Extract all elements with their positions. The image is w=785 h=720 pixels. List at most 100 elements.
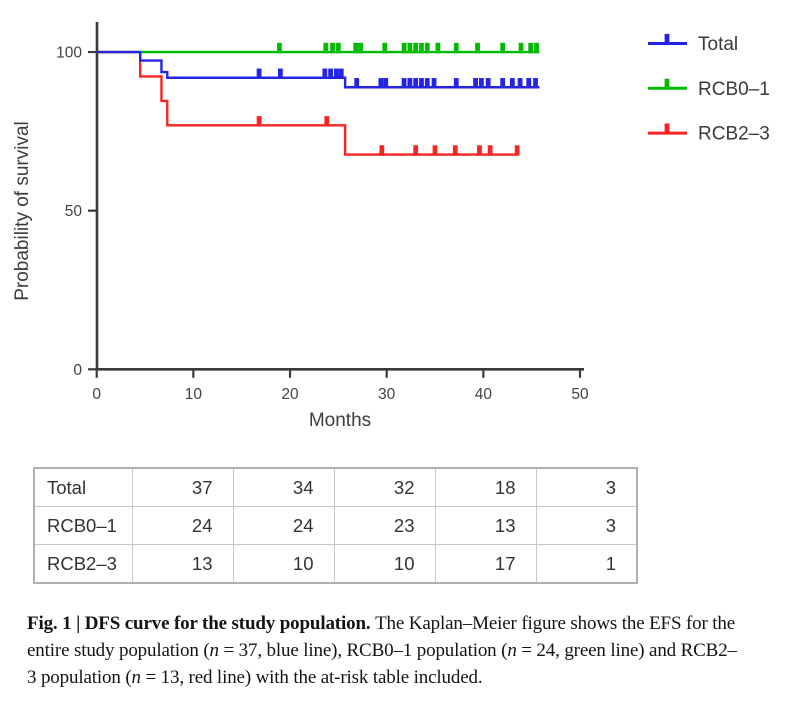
censor-tick-RCB2–3 [432, 145, 438, 156]
y-tick-label: 50 [65, 203, 83, 220]
censor-tick-Total [500, 78, 506, 89]
caption-text: n [209, 640, 220, 661]
at-risk-cell: 18 [434, 467, 537, 507]
caption-text: = 13, red line) with the at-risk table i… [140, 667, 483, 688]
at-risk-row-label: Total [33, 467, 133, 507]
censor-tick-Total [383, 78, 389, 89]
legend-label: RCB2–3 [698, 124, 770, 145]
censor-tick-RCB0–1 [335, 42, 341, 54]
censor-tick-Total [473, 78, 479, 89]
figure-caption: Fig. 1 | DFS curve for the study populat… [27, 610, 745, 691]
censor-tick-RCB0–1 [435, 42, 441, 54]
censor-tick-RCB0–1 [534, 42, 539, 54]
caption-text: n [507, 640, 517, 661]
censor-tick-RCB0–1 [419, 42, 424, 54]
censor-tick-Total [401, 78, 407, 89]
censor-tick-Total [453, 78, 459, 89]
at-risk-table: Total 37 34 32 18 3 RCB0–1 24 24 23 13 3 RCB2–3 13 10 1… [33, 467, 638, 584]
censor-tick-Total [334, 68, 339, 79]
censor-tick-RCB0–1 [330, 42, 335, 54]
legend-censor-tick [664, 123, 670, 134]
censor-tick-RCB0–1 [500, 42, 506, 54]
censor-tick-RCB0–1 [528, 42, 534, 54]
legend-label: Total [698, 34, 738, 55]
at-risk-row-label: RCB0–1 [33, 506, 133, 545]
at-risk-cell: 37 [131, 467, 234, 507]
censor-tick-Total [354, 78, 360, 89]
y-tick-label: 0 [73, 362, 82, 379]
censor-tick-RCB0–1 [453, 42, 459, 54]
censor-tick-RCB2–3 [324, 116, 330, 127]
legend-entry-Total: Total [648, 33, 738, 55]
chart-legend: Total RCB0–1 RCB2–3 [648, 33, 770, 145]
x-tick-label: 10 [185, 386, 203, 403]
x-tick-label: 40 [475, 386, 493, 403]
censor-tick-RCB0–1 [323, 42, 329, 54]
censor-tick-Total [526, 78, 532, 89]
legend-label: RCB0–1 [698, 79, 770, 100]
censor-tick-Total [277, 68, 283, 79]
censor-tick-RCB2–3 [477, 145, 482, 156]
x-axis-label: Months [309, 410, 371, 431]
at-risk-cell: 3 [535, 467, 638, 507]
caption-text: n [131, 667, 142, 688]
at-risk-cell: 24 [232, 506, 335, 545]
censor-tick-RCB0–1 [353, 42, 359, 54]
at-risk-cell: 1 [535, 544, 638, 584]
censor-tick-Total [431, 78, 437, 89]
censor-tick-Total [533, 78, 538, 89]
at-risk-cell: 13 [434, 506, 537, 545]
censor-tick-Total [509, 78, 515, 89]
at-risk-row: RCB0–1 24 24 23 13 3 [33, 506, 638, 545]
at-risk-cell: 24 [131, 506, 234, 545]
km-chart: 0 50 100 0 10 20 30 40 50 Total RCB0–1 RCB2–3 Mont… [12, 22, 770, 431]
censor-tick-RCB0–1 [413, 42, 419, 54]
censor-tick-RCB0–1 [382, 42, 388, 54]
at-risk-cell: 10 [333, 544, 436, 584]
censor-tick-Total [328, 68, 334, 79]
censor-tick-RCB0–1 [407, 42, 413, 54]
censor-tick-RCB2–3 [452, 145, 458, 156]
y-tick-label: 100 [56, 45, 82, 62]
censor-tick-Total [322, 68, 328, 79]
at-risk-cell: 3 [535, 506, 638, 545]
y-axis-label: Probability of survival [12, 121, 33, 301]
censor-tick-RCB2–3 [487, 145, 493, 156]
censor-tick-RCB0–1 [276, 42, 282, 54]
censor-tick-RCB2–3 [413, 145, 419, 156]
x-tick-label: 20 [281, 386, 299, 403]
censor-tick-RCB0–1 [424, 42, 430, 54]
caption-text: The Kaplan–Meier figure shows the EFS fo… [27, 613, 736, 661]
censor-tick-RCB0–1 [475, 42, 480, 54]
censor-tick-RCB2–3 [514, 145, 520, 156]
at-risk-cell: 23 [333, 506, 436, 545]
censor-tick-RCB0–1 [401, 42, 407, 54]
at-risk-cell: 34 [232, 467, 335, 507]
caption-text: = 24, green line) and RCB2–3 population … [27, 640, 737, 688]
legend-entry-RCB0–1: RCB0–1 [648, 78, 770, 100]
censor-tick-RCB2–3 [256, 116, 262, 127]
censor-tick-Total [517, 78, 523, 89]
caption-title: Fig. 1 | DFS curve for the study populat… [27, 613, 376, 634]
at-risk-row: RCB2–3 13 10 10 17 1 [33, 544, 638, 584]
censor-tick-Total [407, 78, 413, 89]
legend-entry-RCB2–3: RCB2–3 [648, 123, 770, 145]
x-tick-label: 50 [571, 386, 589, 403]
caption-text: = 37, blue line), RCB0–1 population ( [218, 640, 508, 661]
censor-tick-Total [338, 68, 344, 79]
km-line-Total [96, 50, 540, 89]
axes: 0 50 100 0 10 20 30 40 50 [56, 22, 589, 403]
legend-censor-tick [664, 78, 670, 89]
at-risk-row-label: RCB2–3 [33, 544, 133, 584]
at-risk-cell: 32 [333, 467, 436, 507]
at-risk-cell: 17 [434, 544, 537, 584]
censor-tick-Total [479, 78, 484, 89]
censor-tick-RCB2–3 [379, 145, 385, 156]
km-line-RCB2–3 [96, 50, 518, 156]
censor-tick-RCB0–1 [518, 42, 524, 54]
censor-tick-Total [413, 78, 419, 89]
at-risk-cell: 13 [131, 544, 234, 584]
km-series [96, 42, 540, 156]
censor-tick-Total [424, 78, 430, 89]
